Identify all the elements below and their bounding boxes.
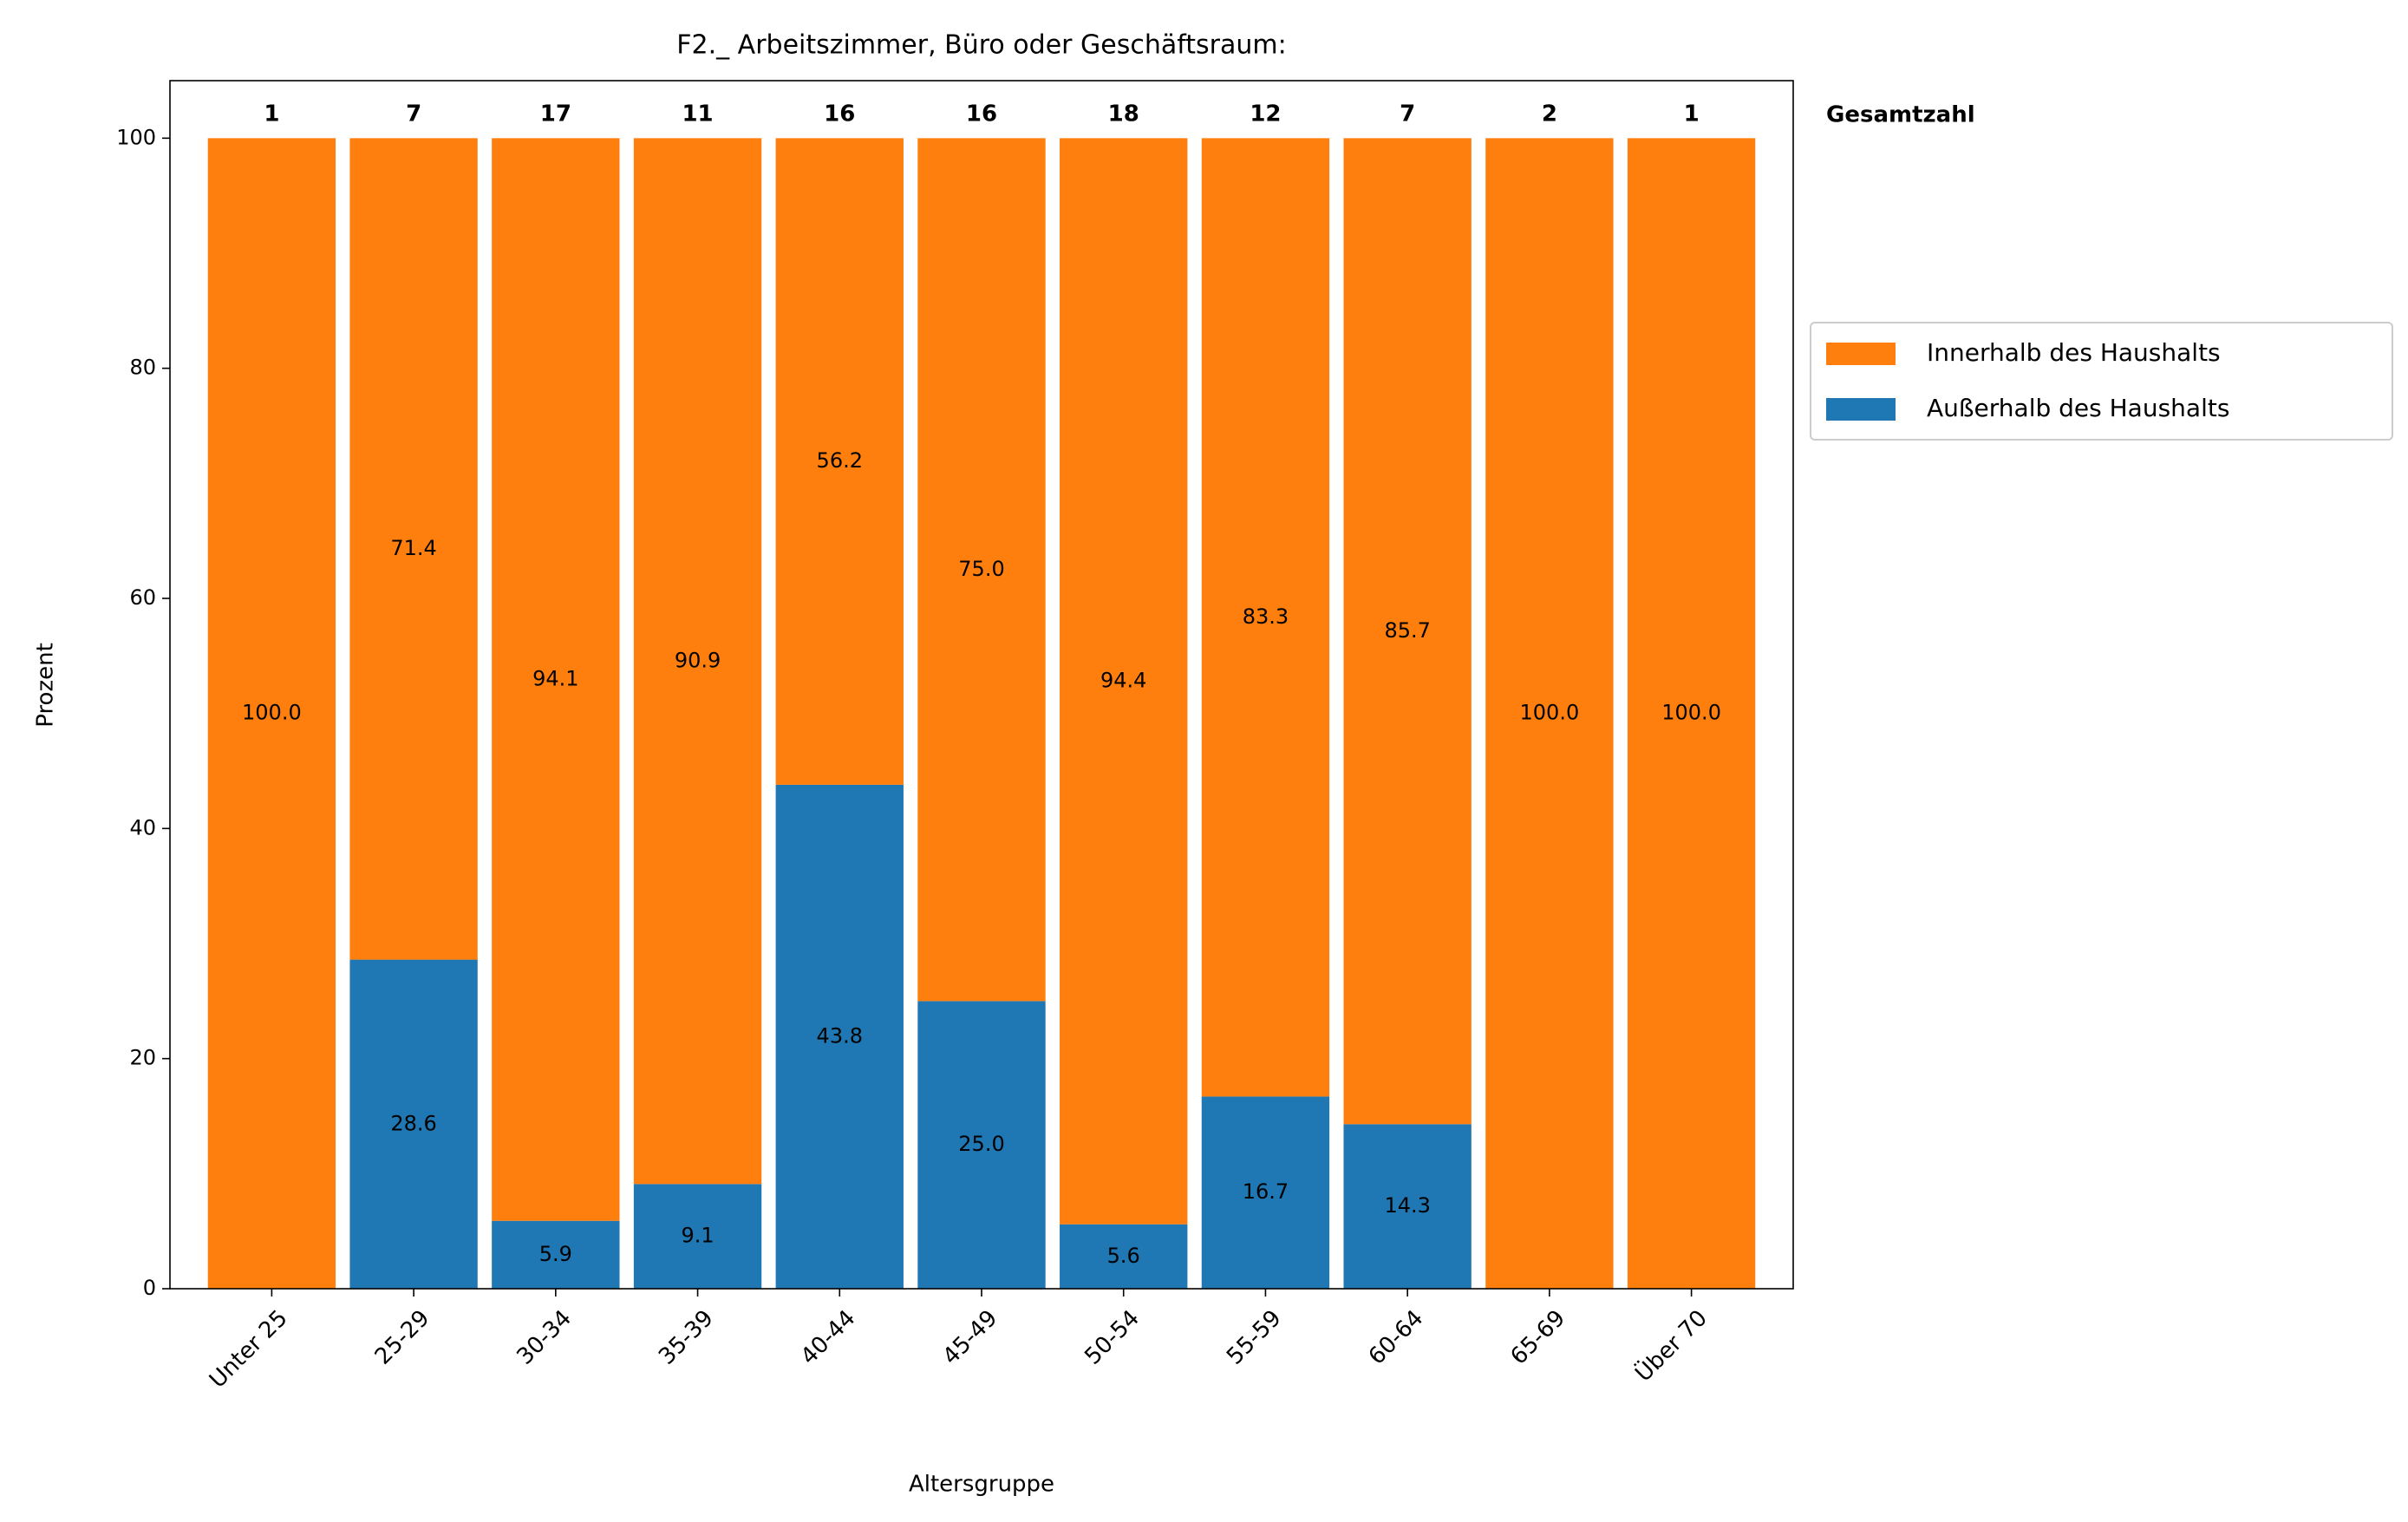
total-label: 16: [966, 101, 997, 127]
bar-segment: [1201, 138, 1330, 1097]
y-tick-label: 60: [129, 585, 156, 610]
total-label: 16: [824, 101, 855, 127]
y-tick-label: 80: [129, 356, 156, 380]
bar-segment: [775, 784, 904, 1289]
bar-segment: [1485, 138, 1614, 1289]
bar-segment: [349, 959, 478, 1289]
bar-segment: [917, 138, 1046, 1002]
legend-swatch: [1826, 398, 1896, 421]
chart-title: F2._ Arbeitszimmer, Büro oder Geschäftsr…: [676, 30, 1287, 61]
bar-segment: [207, 138, 336, 1289]
y-tick-label: 0: [143, 1276, 156, 1300]
bar-segment: [633, 138, 762, 1185]
value-label: 100.0: [1661, 701, 1721, 725]
bar-segment: [492, 1220, 620, 1289]
total-label: 1: [1684, 101, 1700, 127]
total-label: 17: [540, 101, 571, 127]
y-tick-label: 40: [129, 815, 156, 839]
y-axis-label: Prozent: [33, 643, 59, 728]
x-axis-label: Altersgruppe: [909, 1472, 1054, 1498]
value-label: 25.0: [958, 1132, 1004, 1156]
value-label: 85.7: [1384, 618, 1430, 643]
totals-heading: Gesamtzahl: [1826, 102, 1975, 128]
y-tick-label: 100: [116, 125, 156, 149]
bar-segment: [917, 1001, 1046, 1289]
value-label: 75.0: [958, 557, 1004, 581]
legend-box: [1810, 322, 2393, 441]
value-label: 90.9: [675, 648, 721, 672]
bar-segment: [1343, 1124, 1472, 1289]
y-tick-label: 20: [129, 1046, 156, 1070]
value-label: 14.3: [1384, 1193, 1430, 1218]
total-label: 18: [1108, 101, 1139, 127]
bar-segment: [1060, 138, 1188, 1225]
legend-label: Innerhalb des Haushalts: [1927, 338, 2221, 367]
bar-segment: [1627, 138, 1756, 1289]
value-label: 9.1: [681, 1224, 714, 1248]
total-label: 7: [1400, 101, 1415, 127]
value-label: 28.6: [390, 1111, 436, 1135]
legend-swatch: [1826, 343, 1896, 365]
total-label: 7: [406, 101, 421, 127]
value-label: 100.0: [1520, 701, 1580, 725]
plot-frame: [169, 80, 1794, 1290]
value-label: 5.6: [1107, 1244, 1140, 1268]
value-label: 94.4: [1100, 669, 1146, 693]
total-label: 1: [264, 101, 279, 127]
bar-segment: [1060, 1224, 1188, 1289]
bar-segment: [1343, 138, 1472, 1125]
value-label: 16.7: [1243, 1179, 1289, 1204]
value-label: 71.4: [390, 536, 436, 560]
value-label: 5.9: [539, 1242, 572, 1266]
value-label: 56.2: [817, 448, 863, 473]
total-label: 11: [682, 101, 713, 127]
value-label: 43.8: [817, 1023, 863, 1048]
bar-segment: [1201, 1096, 1330, 1289]
legend-label: Außerhalb des Haushalts: [1927, 394, 2229, 422]
bar-segment: [775, 138, 904, 785]
value-label: 94.1: [532, 667, 578, 691]
total-label: 12: [1250, 101, 1281, 127]
value-label: 100.0: [242, 701, 302, 725]
value-label: 83.3: [1243, 604, 1289, 629]
total-label: 2: [1542, 101, 1557, 127]
bar-segment: [349, 138, 478, 960]
bar-segment: [633, 1184, 762, 1289]
bar-segment: [492, 138, 620, 1221]
